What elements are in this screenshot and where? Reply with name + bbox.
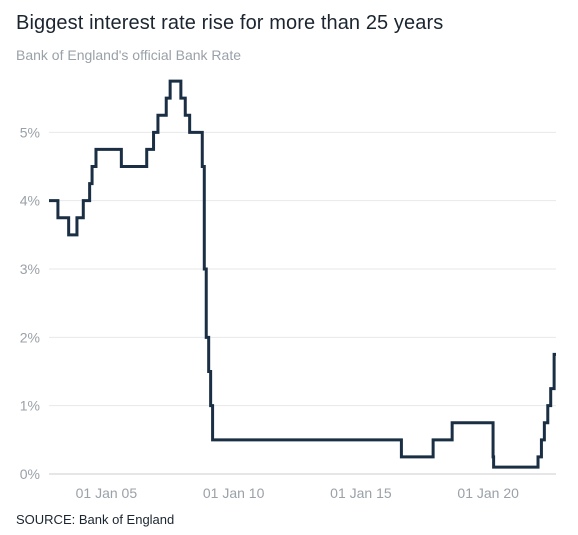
y-tick-label: 3% <box>20 261 40 277</box>
y-tick-label: 0% <box>20 466 40 482</box>
series-lines <box>49 79 556 469</box>
y-tick-label: 5% <box>20 124 40 140</box>
y-tick-label: 4% <box>20 193 40 209</box>
x-tick-labels: 01 Jan 05 01 Jan 10 01 Jan 15 01 Jan 20 <box>76 485 520 501</box>
chart-title: Biggest interest rate rise for more than… <box>16 12 444 34</box>
y-tick-label: 1% <box>20 398 40 414</box>
x-tick-label: 01 Jan 20 <box>457 485 519 501</box>
source-note: SOURCE: Bank of England <box>16 512 175 527</box>
chart-subtitle: Bank of England's official Bank Rate <box>16 47 241 63</box>
x-tick-label: 01 Jan 10 <box>203 485 265 501</box>
x-tick-label: 01 Jan 15 <box>330 485 392 501</box>
bank-rate-line <box>49 79 556 469</box>
y-tick-labels: 0% 1% 2% 3% 4% 5% <box>20 124 40 482</box>
gridlines <box>49 131 556 407</box>
x-tick-label: 01 Jan 05 <box>76 485 138 501</box>
y-tick-label: 2% <box>20 329 40 345</box>
